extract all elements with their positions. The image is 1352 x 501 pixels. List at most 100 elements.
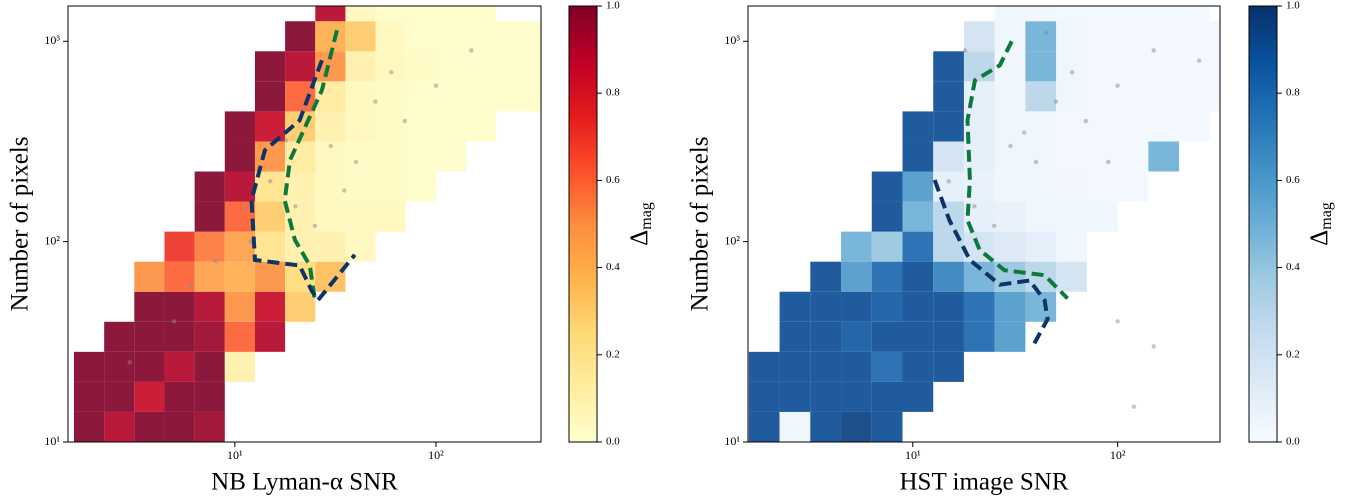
heatmap-cell	[345, 6, 376, 22]
heatmap-cell	[315, 6, 346, 22]
heatmap-cell	[902, 321, 934, 352]
heatmap-cell	[315, 171, 346, 202]
heatmap-cell	[1148, 21, 1180, 52]
heatmap-cell	[285, 171, 316, 202]
heatmap-cell	[315, 261, 346, 292]
heatmap-cell	[254, 171, 286, 202]
contour	[249, 59, 357, 304]
heatmap-cell	[1056, 21, 1087, 52]
heatmap-cell	[1086, 201, 1118, 232]
heatmap-cell	[1117, 111, 1149, 142]
heatmap-cell	[254, 261, 286, 292]
heatmap-cell	[1025, 111, 1057, 142]
heatmap-cell	[871, 231, 903, 262]
heatmap-cell	[933, 141, 964, 172]
scatter-point	[1053, 99, 1059, 104]
heatmap-cell	[375, 171, 406, 202]
heatmap-cell	[1179, 6, 1210, 22]
heatmap-cell	[1056, 111, 1087, 142]
colorbar-tick-label: 0.6	[1286, 174, 1300, 186]
heatmap-cell	[104, 351, 135, 382]
heatmap-cell	[375, 21, 406, 52]
scatter-point	[1044, 30, 1049, 36]
heatmap-cell	[164, 351, 195, 382]
heatmap-cell	[315, 201, 346, 232]
x-axis-label: HST image SNR	[900, 469, 1069, 496]
heatmap-cell	[841, 291, 872, 322]
scatter-point	[972, 204, 977, 209]
heatmap-cell	[1086, 21, 1118, 52]
heatmap-cell	[285, 51, 316, 82]
heatmap-cell	[1025, 291, 1057, 322]
heatmap-cell	[779, 291, 811, 322]
scatter-point	[389, 70, 394, 75]
heatmap-cell	[871, 261, 903, 292]
heatmap-cell	[315, 231, 346, 262]
heatmap-cell	[435, 6, 467, 22]
heatmap-cell	[496, 51, 527, 82]
heatmap-cell	[1056, 201, 1087, 232]
heatmap-cell	[345, 21, 376, 52]
heatmap-cell	[104, 381, 135, 412]
heatmap-cell	[1148, 6, 1180, 22]
heatmap-cell	[871, 201, 903, 232]
y-tick-label: 10³	[44, 33, 60, 47]
heatmap-cell	[779, 381, 811, 412]
heatmap-cell	[194, 171, 225, 202]
heatmap-cell	[435, 141, 467, 172]
heatmap-cell	[164, 411, 195, 442]
y-tick-label: 10¹	[724, 434, 740, 448]
heatmap-cell	[1025, 141, 1057, 172]
heatmap-cell	[466, 51, 497, 82]
heatmap-cell	[345, 81, 376, 112]
heatmap-cell	[435, 21, 467, 52]
heatmap-cell	[254, 51, 286, 82]
heatmap-cell	[1179, 51, 1210, 82]
heatmap-cell	[871, 321, 903, 352]
heatmap-cell	[466, 111, 497, 142]
heatmap-cell	[1086, 81, 1118, 112]
heatmap-cell	[194, 261, 225, 292]
y-axis-label: Number of pixels	[687, 137, 714, 312]
heatmap-cell	[466, 81, 497, 112]
colorbar-tick-label: 0.6	[606, 174, 620, 186]
heatmap-cell	[405, 111, 436, 142]
heatmap-cell	[435, 51, 467, 82]
heatmap-cell	[496, 21, 527, 52]
heatmap-cell	[994, 291, 1026, 322]
scatter-point	[1131, 404, 1137, 409]
heatmap-cell	[1148, 111, 1180, 142]
heatmap-cell	[748, 411, 780, 442]
colorbar-tick-label: 0.2	[1286, 348, 1300, 360]
contour	[965, 40, 1070, 300]
heatmap-cell	[1086, 111, 1118, 142]
heatmap-cell	[779, 411, 811, 442]
heatmap-cell	[224, 171, 255, 202]
heatmap-cell	[748, 351, 780, 382]
heatmap-cell	[104, 321, 135, 352]
heatmap-cell	[194, 291, 225, 322]
heatmap-cell	[1056, 141, 1087, 172]
heatmap-cell	[963, 321, 995, 352]
heatmap-cell	[285, 291, 316, 322]
heatmap-cell	[748, 381, 780, 412]
heatmap-cell	[224, 321, 255, 352]
scatter-point	[1196, 58, 1202, 63]
x-axis-label: NB Lyman-α SNR	[211, 469, 398, 496]
heatmap-cell	[194, 351, 225, 382]
heatmap-cell	[1117, 141, 1149, 172]
heatmap-cell	[994, 171, 1026, 202]
scatter-point	[213, 258, 218, 264]
heatmap-cell	[1056, 171, 1087, 202]
heatmap-cell	[902, 261, 934, 292]
heatmap-cell	[963, 51, 995, 82]
heatmap-cell	[285, 231, 316, 262]
heatmap-cell	[1056, 261, 1087, 292]
colorbar-tick-label: 1.0	[1286, 0, 1300, 12]
plot-area	[73, 6, 541, 442]
heatmap-cell	[1025, 51, 1057, 82]
heatmap-cell	[810, 411, 842, 442]
heatmap-cell	[405, 51, 436, 82]
heatmap-cell	[1117, 21, 1149, 52]
heatmap-cell	[1056, 6, 1087, 22]
